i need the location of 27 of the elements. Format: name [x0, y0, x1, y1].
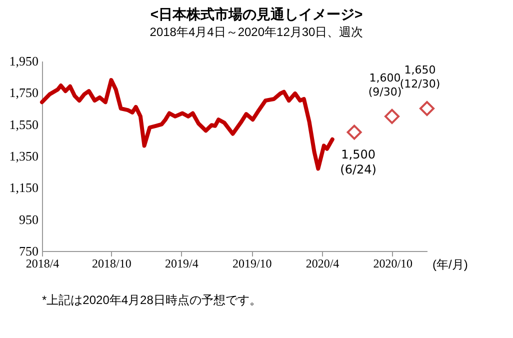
data-label: 1,600: [369, 71, 401, 84]
point: [419, 100, 435, 116]
point: [384, 108, 400, 124]
x-tick-label: 2020/4: [306, 256, 340, 270]
x-tick-label: 2019/10: [232, 256, 272, 270]
x-tick-label: 2020/10: [373, 256, 413, 270]
point: [346, 124, 362, 140]
x-axis-title: (年/月): [432, 258, 468, 272]
y-tick-label: 1,350: [9, 148, 38, 164]
y-tick-label: 1,750: [9, 85, 38, 100]
text: *上記は2020年4月28日時点の予想です。: [41, 292, 262, 309]
annotation: (12/30): [400, 78, 440, 90]
x-tick-label: 2019/4: [165, 256, 198, 270]
chart-subtitle: 2018年4月4日～2020年12月30日、週次: [148, 24, 364, 41]
data-label: 1,500: [341, 147, 376, 162]
y-tick-label: 750: [19, 244, 38, 258]
x-tick-label: 2018/4: [26, 256, 60, 270]
y-tick-label: 1,150: [9, 180, 38, 196]
y-tick-label: 1,550: [9, 116, 38, 132]
y-tick-label: 1,950: [9, 54, 38, 68]
annotation: (6/24): [340, 162, 376, 176]
chart-title: <日本株式市場の見通しイメージ>: [149, 6, 364, 24]
y-tick-label: 950: [19, 212, 38, 227]
x-tick-label: 2018/10: [92, 256, 132, 270]
annotation: (9/30): [368, 85, 402, 98]
line-series: [40, 78, 334, 171]
data-label: 1,650: [404, 64, 436, 76]
